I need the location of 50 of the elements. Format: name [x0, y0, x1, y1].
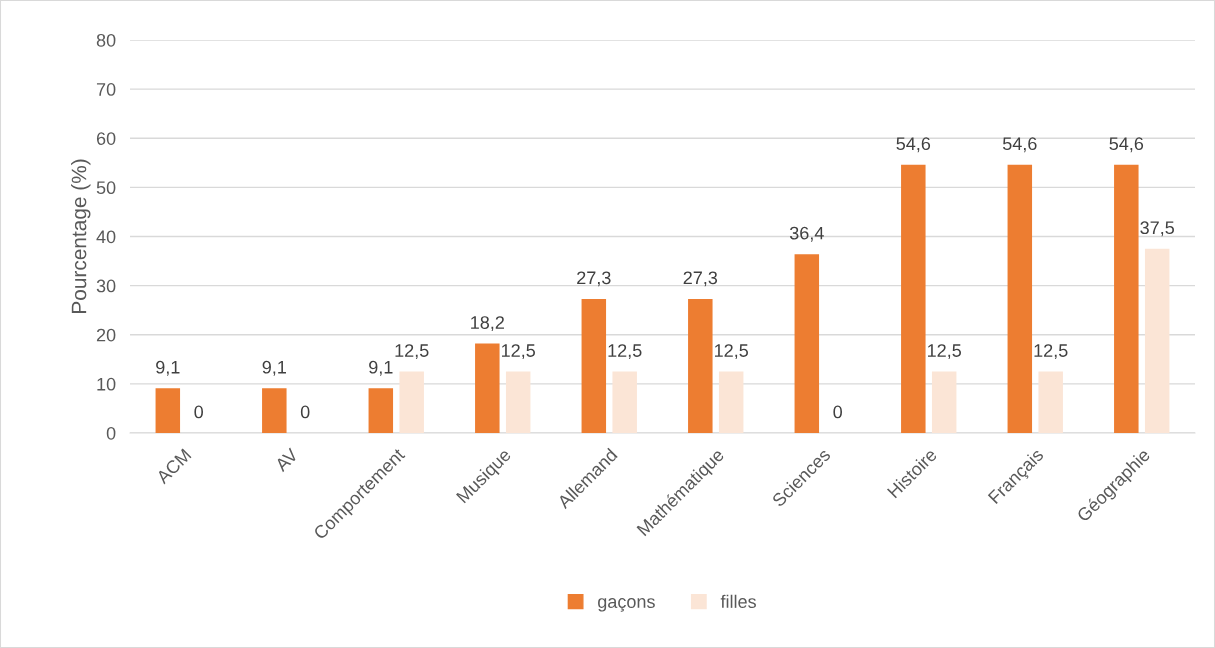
data-label: 0	[833, 405, 843, 419]
y-tick-label: 20	[96, 328, 116, 342]
x-tick-label: AV	[274, 447, 299, 473]
bar	[1114, 164, 1139, 433]
data-label: 54,6	[1002, 137, 1037, 153]
data-label: 54,6	[1109, 137, 1144, 153]
bar	[688, 298, 713, 433]
data-label: 12,5	[395, 344, 429, 360]
bar	[1038, 371, 1063, 433]
y-tick-label: 60	[96, 132, 116, 145]
data-label: 27,3	[577, 271, 611, 287]
bar	[1007, 164, 1033, 433]
y-tick-label: 70	[96, 83, 116, 96]
y-tick-label: 10	[97, 377, 116, 391]
y-tick-label: 40	[96, 230, 116, 244]
bar	[1144, 248, 1170, 433]
data-label: 0	[194, 405, 204, 419]
data-label: 12,5	[928, 344, 962, 360]
data-label: 36,4	[789, 226, 824, 242]
legend-label: filles	[720, 594, 756, 609]
data-label: 12,5	[608, 344, 642, 360]
data-label: 12,5	[502, 344, 536, 360]
bar	[931, 371, 957, 433]
legend-label: gaçons	[598, 598, 655, 612]
bar	[262, 388, 287, 433]
data-label: 37,5	[1140, 221, 1175, 237]
data-label: 9,1	[369, 360, 393, 376]
bar	[794, 254, 820, 433]
data-label: 12,5	[1034, 344, 1068, 360]
data-label: 9,1	[262, 360, 286, 376]
data-label: 18,2	[471, 316, 504, 332]
data-label: 27,3	[683, 271, 718, 287]
data-label: 54,6	[896, 137, 931, 153]
y-tick-label: 30	[96, 279, 116, 293]
bar	[155, 388, 181, 433]
data-label: 9,1	[156, 360, 180, 376]
y-tick-label: 0	[106, 426, 116, 440]
bar	[368, 388, 394, 433]
y-tick-label: 50	[96, 181, 116, 195]
y-axis-title: Pourcentage (%)	[71, 159, 91, 313]
bar	[901, 164, 926, 433]
bar	[475, 343, 500, 433]
bar	[399, 371, 424, 433]
bar	[612, 371, 637, 433]
data-label: 0	[300, 405, 310, 419]
data-label: 12,5	[715, 344, 749, 360]
bar	[505, 371, 531, 433]
y-tick-label: 80	[96, 33, 116, 47]
bar	[581, 298, 607, 433]
bar	[718, 371, 744, 433]
